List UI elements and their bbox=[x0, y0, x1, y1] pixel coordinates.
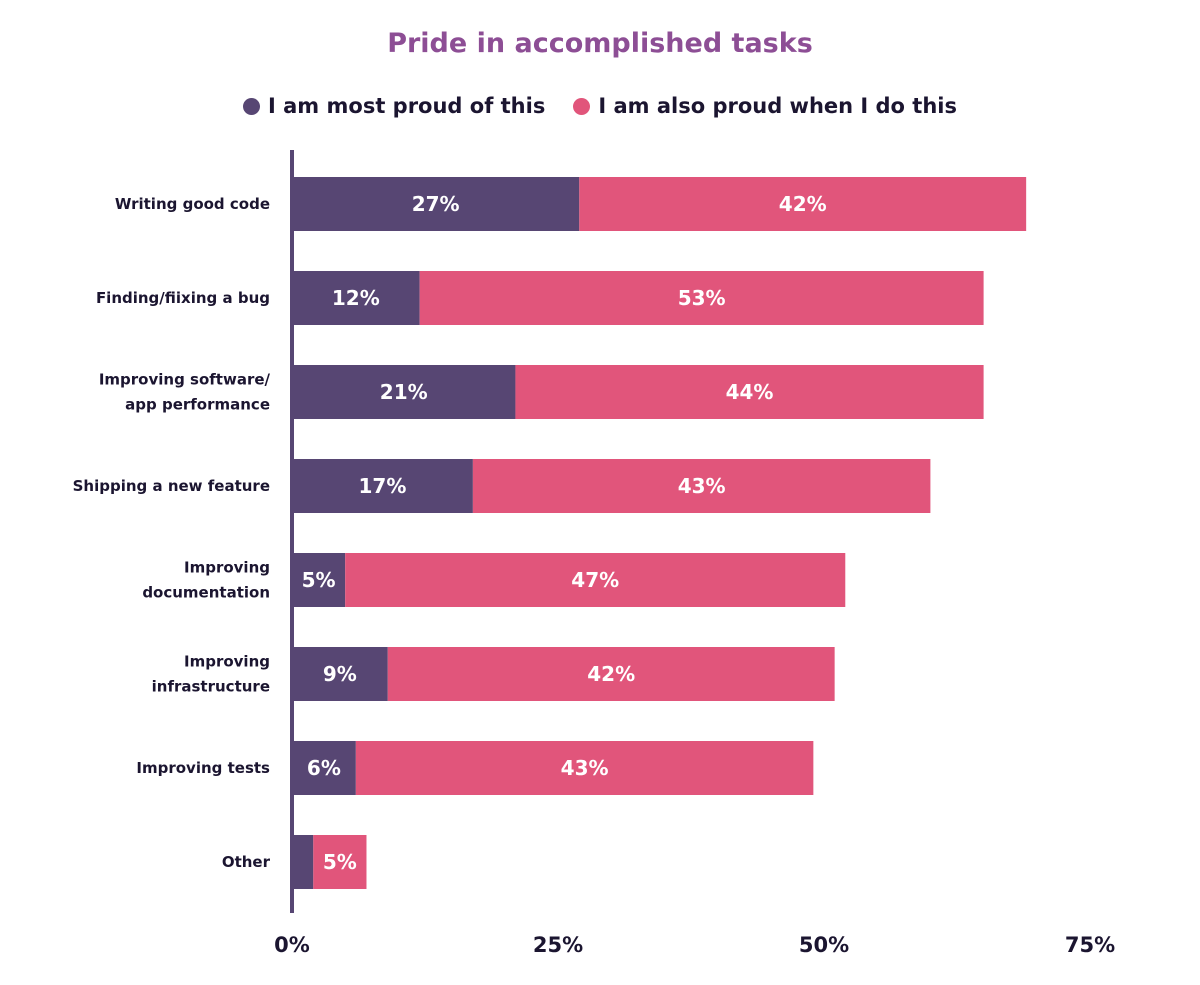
bar-segment bbox=[313, 835, 367, 889]
bar-segment bbox=[292, 553, 346, 607]
bar-segment bbox=[579, 177, 1027, 231]
data-label: 47% bbox=[571, 568, 619, 592]
legend-swatch-most-proud bbox=[243, 97, 261, 115]
data-label: 5% bbox=[302, 568, 336, 592]
data-label: 42% bbox=[779, 192, 827, 216]
bar-segment bbox=[472, 459, 931, 513]
bar-segment bbox=[292, 741, 356, 795]
category-label: Shipping a new feature bbox=[73, 477, 270, 495]
bar-segment bbox=[292, 177, 580, 231]
bar-segment bbox=[292, 365, 516, 419]
category-label: Other bbox=[222, 853, 271, 871]
data-label: 6% bbox=[307, 756, 341, 780]
data-label: 12% bbox=[332, 286, 380, 310]
data-label: 17% bbox=[359, 474, 407, 498]
x-tick-label: 25% bbox=[533, 933, 583, 957]
category-label: Improving software/ bbox=[99, 371, 271, 389]
category-label: Improving bbox=[184, 653, 270, 671]
bar-segment bbox=[355, 741, 814, 795]
bar-segment bbox=[292, 835, 314, 889]
x-tick-label: 75% bbox=[1065, 933, 1115, 957]
data-label: 53% bbox=[678, 286, 726, 310]
x-tick-label: 0% bbox=[274, 933, 310, 957]
category-label: Writing good code bbox=[115, 195, 270, 213]
data-label: 21% bbox=[380, 380, 428, 404]
bar-segment bbox=[419, 271, 984, 325]
data-label: 43% bbox=[678, 474, 726, 498]
x-tick-label: 50% bbox=[799, 933, 849, 957]
bar-segment bbox=[345, 553, 846, 607]
category-label: Improving tests bbox=[136, 759, 270, 777]
data-label: 9% bbox=[323, 662, 357, 686]
data-label: 5% bbox=[323, 850, 357, 874]
bar-segment bbox=[292, 271, 420, 325]
data-label: 43% bbox=[561, 756, 609, 780]
category-label: Finding/fiixing a bug bbox=[96, 289, 270, 307]
data-label: 44% bbox=[726, 380, 774, 404]
legend-label: I am also proud when I do this bbox=[598, 94, 957, 118]
legend-swatch-also-proud bbox=[573, 97, 591, 115]
data-label: 27% bbox=[412, 192, 460, 216]
chart-title: Pride in accomplished tasks bbox=[387, 28, 813, 59]
legend-label: I am most proud of this bbox=[268, 94, 546, 118]
bar-segment bbox=[515, 365, 984, 419]
category-label: Improving bbox=[184, 559, 270, 577]
category-label: documentation bbox=[142, 584, 270, 602]
legend-item-also-proud: I am also proud when I do this bbox=[573, 94, 957, 118]
category-label: app performance bbox=[125, 396, 270, 414]
bar-segment bbox=[387, 647, 835, 701]
bar-segment bbox=[292, 459, 473, 513]
legend: I am most proud of this I am also proud … bbox=[0, 94, 1200, 118]
category-label: infrastructure bbox=[152, 678, 270, 696]
bar-segment bbox=[292, 647, 388, 701]
legend-item-most-proud: I am most proud of this bbox=[243, 94, 545, 118]
data-label: 42% bbox=[587, 662, 635, 686]
